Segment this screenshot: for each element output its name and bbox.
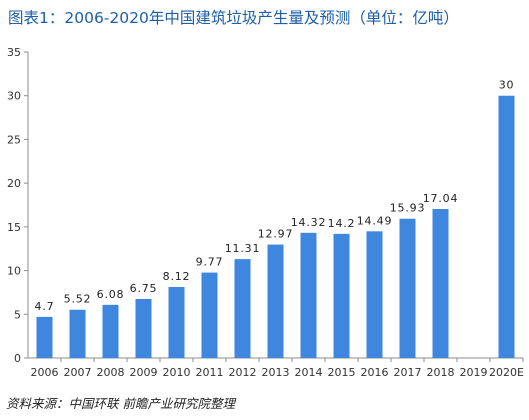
y-tick-label: 15 — [7, 221, 21, 234]
x-tick-label: 2006 — [31, 366, 59, 379]
source-publisher: 前瞻产业研究院整理 — [122, 396, 236, 411]
x-tick-label: 2018 — [427, 366, 455, 379]
x-tick-label: 2013 — [262, 366, 290, 379]
data-label: 5.52 — [64, 293, 92, 306]
y-tick-label: 10 — [7, 265, 21, 278]
x-tick-label: 2009 — [130, 366, 158, 379]
data-label: 12.97 — [258, 228, 294, 241]
bar — [333, 233, 350, 358]
y-tick-label: 0 — [14, 352, 21, 365]
x-tick-labels: 2006 2007 2008 2009 2010 2011 2012 2013 2014 2015… — [31, 366, 525, 379]
bars — [36, 95, 515, 358]
x-tick-label: 2015 — [328, 366, 356, 379]
y-tick-labels: 0 5 10 15 20 25 30 35 — [7, 46, 21, 365]
x-tick-label: 2019 — [460, 366, 488, 379]
chart-title: 图表1：2006-2020年中国建筑垃圾产生量及预测（单位：亿吨） — [8, 9, 459, 27]
data-label: 15.93 — [390, 202, 426, 215]
x-tick-label: 2014 — [295, 366, 323, 379]
bar — [168, 287, 185, 358]
data-label: 9.77 — [196, 256, 224, 269]
x-tick-label: 2008 — [97, 366, 125, 379]
y-tick-label: 35 — [7, 46, 21, 59]
data-label: 11.31 — [225, 242, 261, 255]
x-tick-label: 2011 — [196, 366, 224, 379]
bar — [201, 272, 218, 358]
bar — [366, 231, 383, 358]
data-label: 17.04 — [423, 192, 459, 205]
data-label: 30 — [499, 79, 515, 92]
bar — [135, 298, 152, 358]
bar — [432, 209, 449, 358]
bar — [300, 232, 317, 358]
x-tick-label: 2012 — [229, 366, 257, 379]
bar — [399, 218, 416, 358]
x-tick-label: 2010 — [163, 366, 191, 379]
y-tick-label: 5 — [14, 308, 21, 321]
data-label: 6.75 — [130, 282, 158, 295]
data-label: 4.7 — [35, 300, 55, 313]
data-label: 14.49 — [357, 214, 393, 227]
data-label: 14.32 — [291, 216, 327, 229]
data-label: 6.08 — [97, 288, 125, 301]
bar — [36, 316, 53, 358]
source-label: 资料来源： — [6, 396, 69, 411]
bar — [69, 309, 86, 358]
bar — [267, 244, 284, 358]
bar — [102, 304, 119, 358]
y-tick-label: 20 — [7, 177, 21, 190]
y-tick-label: 30 — [7, 90, 21, 103]
data-label: 14.2 — [328, 217, 356, 230]
x-tick-label: 2017 — [394, 366, 422, 379]
source-note: 资料来源：中国环联 前瞻产业研究院整理 — [6, 393, 235, 412]
source-text: 中国环联 — [68, 396, 119, 411]
x-tick-label: 2007 — [64, 366, 92, 379]
bar — [234, 259, 251, 358]
x-tick-label: 2016 — [361, 366, 389, 379]
y-tick-label: 25 — [7, 133, 21, 146]
data-label: 8.12 — [163, 270, 191, 283]
bar — [498, 95, 515, 358]
x-tick-label: 2020E — [489, 366, 524, 379]
